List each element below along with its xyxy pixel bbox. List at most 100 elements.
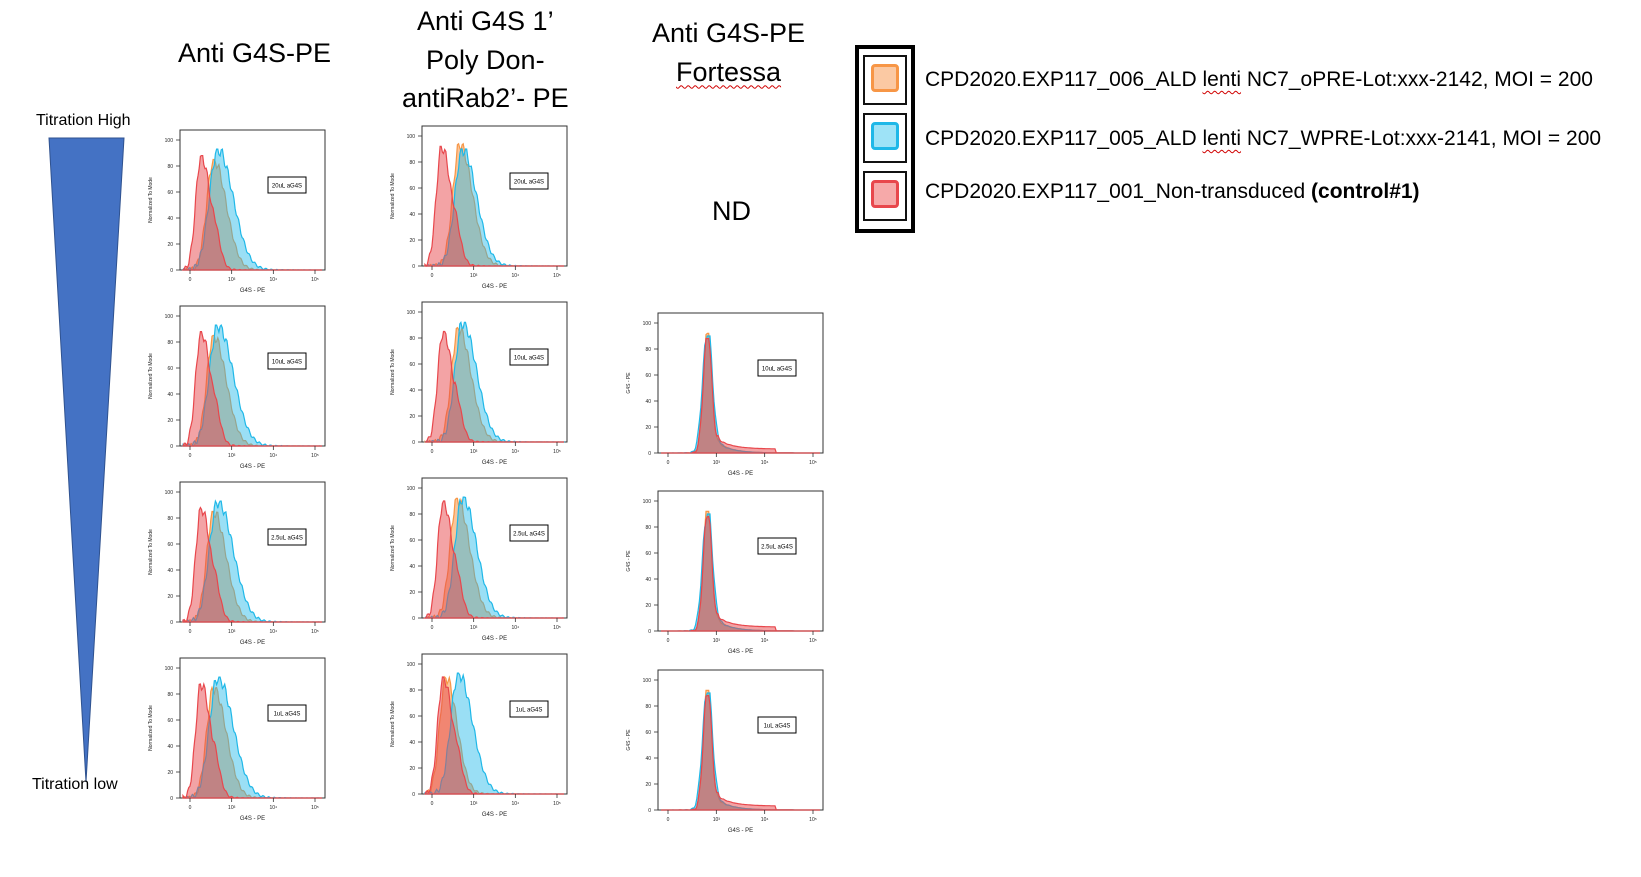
y-tick-label: 80: [645, 704, 651, 710]
y-tick-label: 40: [645, 399, 651, 405]
x-tick-label: 10³: [470, 801, 478, 807]
x-tick-label: 10³: [470, 449, 478, 455]
y-tick-label: 100: [643, 678, 652, 684]
histogram-series-control: [425, 330, 564, 443]
histogram-series-control: [182, 682, 322, 799]
legend-text: CPD2020.EXP117_005_ALD: [925, 127, 1203, 150]
y-tick-label: 20: [645, 782, 651, 788]
column-title-line: Anti G4S-PE: [652, 18, 806, 48]
x-tick-label: 10⁴: [761, 460, 769, 466]
y-tick-label: 80: [409, 512, 415, 518]
annotation-box: [757, 359, 797, 377]
annotation-label: 10uL aG4S: [762, 367, 792, 373]
x-tick-label: 0: [431, 801, 434, 807]
y-tick-label: 60: [409, 186, 415, 192]
x-tick-label: 10³: [228, 453, 236, 459]
annotation-box: [509, 348, 549, 366]
x-tick-label: 0: [189, 277, 192, 283]
y-tick-label: 0: [412, 792, 415, 798]
annotation-box: [509, 524, 549, 542]
y-tick-label: 80: [167, 164, 173, 170]
annotation-label: 2.5uL aG4S: [513, 532, 545, 538]
not-determined-label: ND: [712, 196, 751, 226]
y-tick-label: 80: [409, 336, 415, 342]
histogram-series-control: [181, 155, 322, 271]
column-title-line: Fortessa: [676, 56, 782, 87]
legend-text: CPD2020.EXP117_001_Non-transduced: [925, 180, 1312, 203]
y-tick-label: 100: [407, 134, 416, 140]
y-axis-label: Normalized To Mode: [148, 177, 154, 223]
y-axis-label: Normalized To Mode: [390, 173, 396, 219]
y-tick-label: 0: [648, 451, 651, 457]
x-tick-label: 10³: [470, 273, 478, 279]
x-tick-label: 10³: [228, 805, 236, 811]
y-tick-label: 40: [645, 756, 651, 762]
annotation-box: [509, 700, 549, 718]
histogram-panel: 0 20 40 60 80 100 0 10³ 10⁴ 10⁵ G4S - PE Normalized…: [148, 129, 326, 294]
y-tick-label: 60: [645, 730, 651, 736]
column-title-anti-g4s-pe: Anti G4S-PE: [178, 34, 331, 73]
x-tick-label: 10⁴: [761, 817, 769, 823]
x-axis-label: G4S - PE: [240, 288, 265, 294]
x-tick-label: 10⁵: [553, 801, 561, 807]
annotation-label: 2.5uL aG4S: [761, 545, 793, 551]
y-tick-label: 60: [167, 542, 173, 548]
histogram-series-control: [422, 500, 564, 619]
histogram-series-control: [182, 506, 322, 623]
annotation-box: [757, 716, 797, 734]
x-tick-label: 0: [431, 449, 434, 455]
y-tick-label: 20: [167, 418, 173, 424]
annotation-box: [267, 176, 307, 194]
y-axis-label: G4S - PE: [626, 372, 632, 394]
y-tick-label: 0: [412, 616, 415, 622]
x-tick-label: 0: [667, 638, 670, 644]
x-tick-label: 10⁵: [809, 460, 817, 466]
plot-frame: [657, 669, 824, 811]
x-tick-label: 10⁵: [311, 453, 319, 459]
annotation-label: 10uL aG4S: [272, 360, 302, 366]
legend-text: NC7_WPRE-Lot:xxx-2141, MOI = 200: [1241, 127, 1602, 150]
y-tick-label: 0: [412, 440, 415, 446]
histogram-panel: 0 20 40 60 80 100 0 10³ 10⁴ 10⁵ G4S - PE Normalized…: [390, 301, 568, 466]
y-tick-label: 40: [409, 212, 415, 218]
y-tick-label: 0: [412, 264, 415, 270]
histogram-series-control: [424, 145, 564, 267]
legend-entry-wpre: CPD2020.EXP117_005_ALD lenti NC7_WPRE-Lo…: [925, 127, 1601, 151]
y-tick-label: 40: [645, 577, 651, 583]
x-axis-label: G4S - PE: [240, 640, 265, 646]
y-tick-label: 40: [409, 388, 415, 394]
x-tick-label: 0: [431, 273, 434, 279]
y-tick-label: 40: [167, 744, 173, 750]
plot-frame: [657, 312, 824, 454]
x-axis-label: G4S - PE: [240, 464, 265, 470]
x-tick-label: 10⁴: [269, 277, 277, 283]
column-title-line: Anti G4S-PE: [178, 38, 332, 68]
y-tick-label: 100: [165, 666, 174, 672]
y-tick-label: 100: [407, 310, 416, 316]
annotation-label: 1uL aG4S: [516, 708, 543, 714]
y-tick-label: 60: [645, 551, 651, 557]
x-axis-label: G4S - PE: [482, 284, 507, 290]
histogram-panel: 0 20 40 60 80 100 0 10³ 10⁴ 10⁵ G4S - PE Normalized…: [148, 657, 326, 822]
x-tick-label: 10⁵: [553, 449, 561, 455]
y-axis-label: Normalized To Mode: [390, 525, 396, 571]
x-axis-label: G4S - PE: [482, 636, 507, 642]
y-axis-label: Normalized To Mode: [148, 705, 154, 751]
y-axis-label: Normalized To Mode: [390, 349, 396, 395]
column-title-line: antiRab2’- PE: [402, 83, 569, 114]
annotation-label: 20uL aG4S: [272, 184, 302, 190]
histogram-panel: 0 20 40 60 80 100 0 10³ 10⁴ 10⁵ G4S - PE Normalized…: [390, 653, 568, 818]
x-tick-label: 10⁴: [511, 801, 519, 807]
x-tick-label: 10⁵: [809, 817, 817, 823]
y-tick-label: 60: [167, 718, 173, 724]
y-tick-label: 100: [643, 499, 652, 505]
legend-text: NC7_oPRE-Lot:xxx-2142, MOI = 200: [1241, 68, 1593, 91]
y-tick-label: 40: [167, 392, 173, 398]
annotation-label: 1uL aG4S: [274, 712, 301, 718]
annotation-box: [757, 537, 797, 555]
x-axis-label: G4S - PE: [240, 816, 265, 822]
x-tick-label: 10⁵: [311, 277, 319, 283]
x-tick-label: 10⁵: [553, 273, 561, 279]
legend-text: lenti: [1202, 127, 1242, 150]
legend-swatch-opre: [863, 55, 907, 105]
